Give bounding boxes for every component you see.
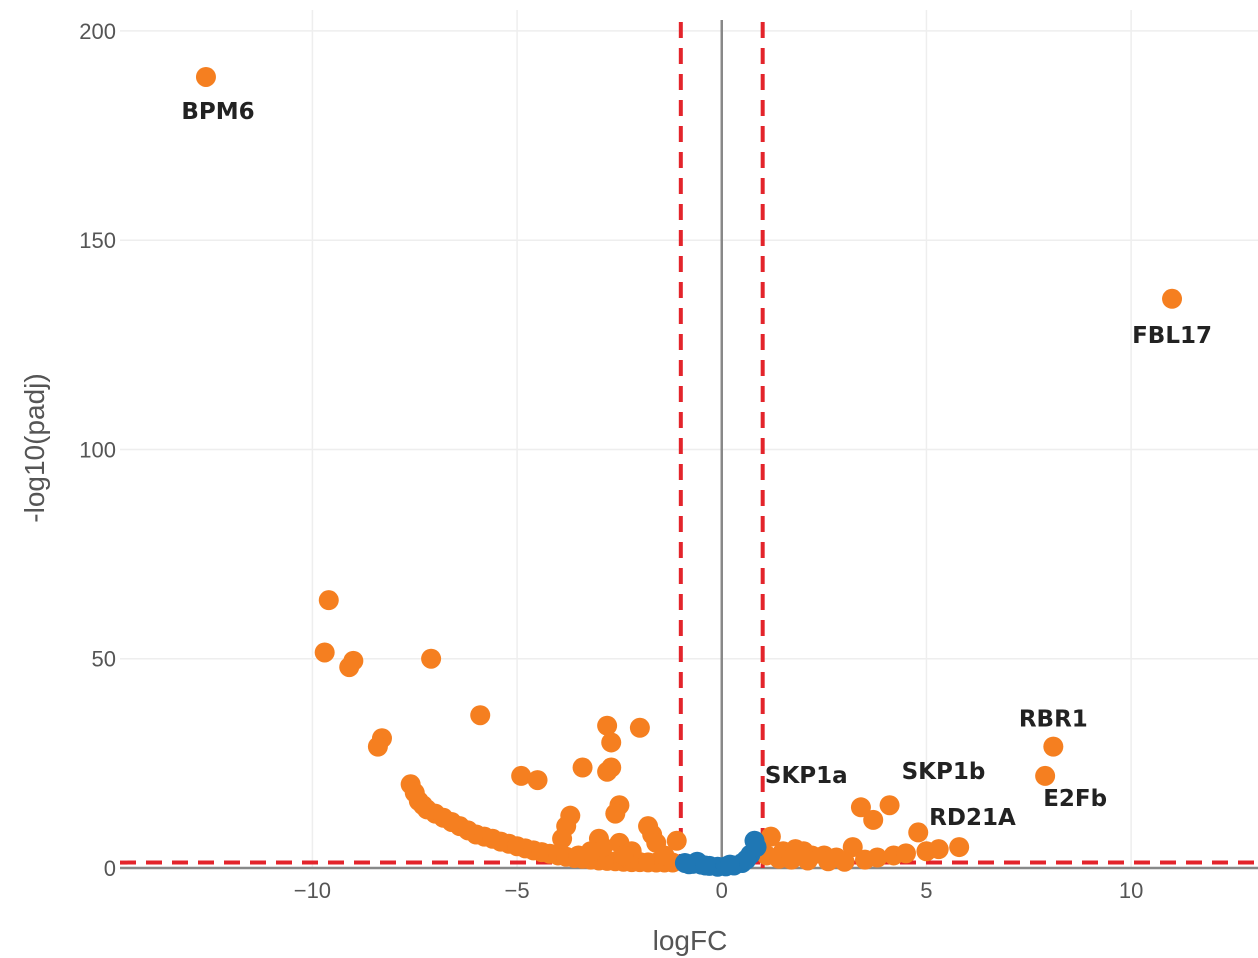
y-axis-title: -log10(padj) <box>19 373 50 522</box>
data-point <box>850 797 871 818</box>
data-point <box>818 851 839 872</box>
data-point <box>314 642 335 663</box>
data-point <box>511 765 532 786</box>
data-point <box>527 770 548 791</box>
data-point <box>781 849 802 870</box>
x-tick-label: −5 <box>505 878 530 903</box>
data-point <box>470 705 491 726</box>
y-tick-label: 100 <box>79 437 116 462</box>
data-point <box>719 854 740 875</box>
x-tick-label: 0 <box>716 878 728 903</box>
gene-label: FBL17 <box>1132 323 1212 349</box>
data-point <box>601 757 622 778</box>
data-point <box>949 837 970 858</box>
data-point <box>605 803 626 824</box>
data-point <box>879 795 900 816</box>
data-point <box>867 847 888 868</box>
data-point <box>736 849 757 870</box>
gene-label: SKP1b <box>902 759 986 785</box>
data-point <box>863 809 884 830</box>
data-point <box>597 715 618 736</box>
gene-labels: BPM6 FBL17 RBR1 E2Fb SKP1a SKP1b RD21A <box>181 99 1212 831</box>
threshold-lines <box>120 22 1258 868</box>
data-point <box>421 648 442 669</box>
data-point <box>552 828 573 849</box>
data-point <box>367 736 388 757</box>
gene-label: BPM6 <box>181 99 254 125</box>
x-tick-label: −10 <box>294 878 331 903</box>
data-point <box>1035 765 1056 786</box>
data-point <box>842 837 863 858</box>
data-point <box>695 855 716 876</box>
data-point <box>797 850 818 871</box>
y-tick-label: 150 <box>79 228 116 253</box>
data-point <box>666 830 687 851</box>
data-point <box>895 843 916 864</box>
data-point <box>928 839 949 860</box>
data-point <box>580 841 601 862</box>
data-point <box>601 732 622 753</box>
data-point <box>629 717 650 738</box>
gene-label: RD21A <box>929 805 1016 831</box>
data-point <box>1043 736 1064 757</box>
x-tick-label: 5 <box>920 878 932 903</box>
grid-layer <box>120 10 1258 870</box>
y-tick-label: 50 <box>92 647 116 672</box>
y-tick-label: 200 <box>79 19 116 44</box>
data-point <box>654 845 675 866</box>
x-axis-title: logFC <box>653 925 728 956</box>
data-point <box>1162 288 1183 309</box>
data-point <box>760 826 781 847</box>
data-point <box>834 851 855 872</box>
data-points <box>195 66 1183 877</box>
data-point <box>572 757 593 778</box>
data-point <box>318 590 339 611</box>
data-point <box>195 66 216 87</box>
gene-label: RBR1 <box>1019 707 1088 733</box>
gene-label: SKP1a <box>765 763 848 789</box>
gene-label: E2Fb <box>1043 786 1107 812</box>
data-point <box>339 657 360 678</box>
data-point <box>908 822 929 843</box>
y-tick-label: 0 <box>104 856 116 881</box>
data-point <box>679 854 699 875</box>
data-point <box>613 845 634 866</box>
x-tick-label: 10 <box>1119 878 1143 903</box>
